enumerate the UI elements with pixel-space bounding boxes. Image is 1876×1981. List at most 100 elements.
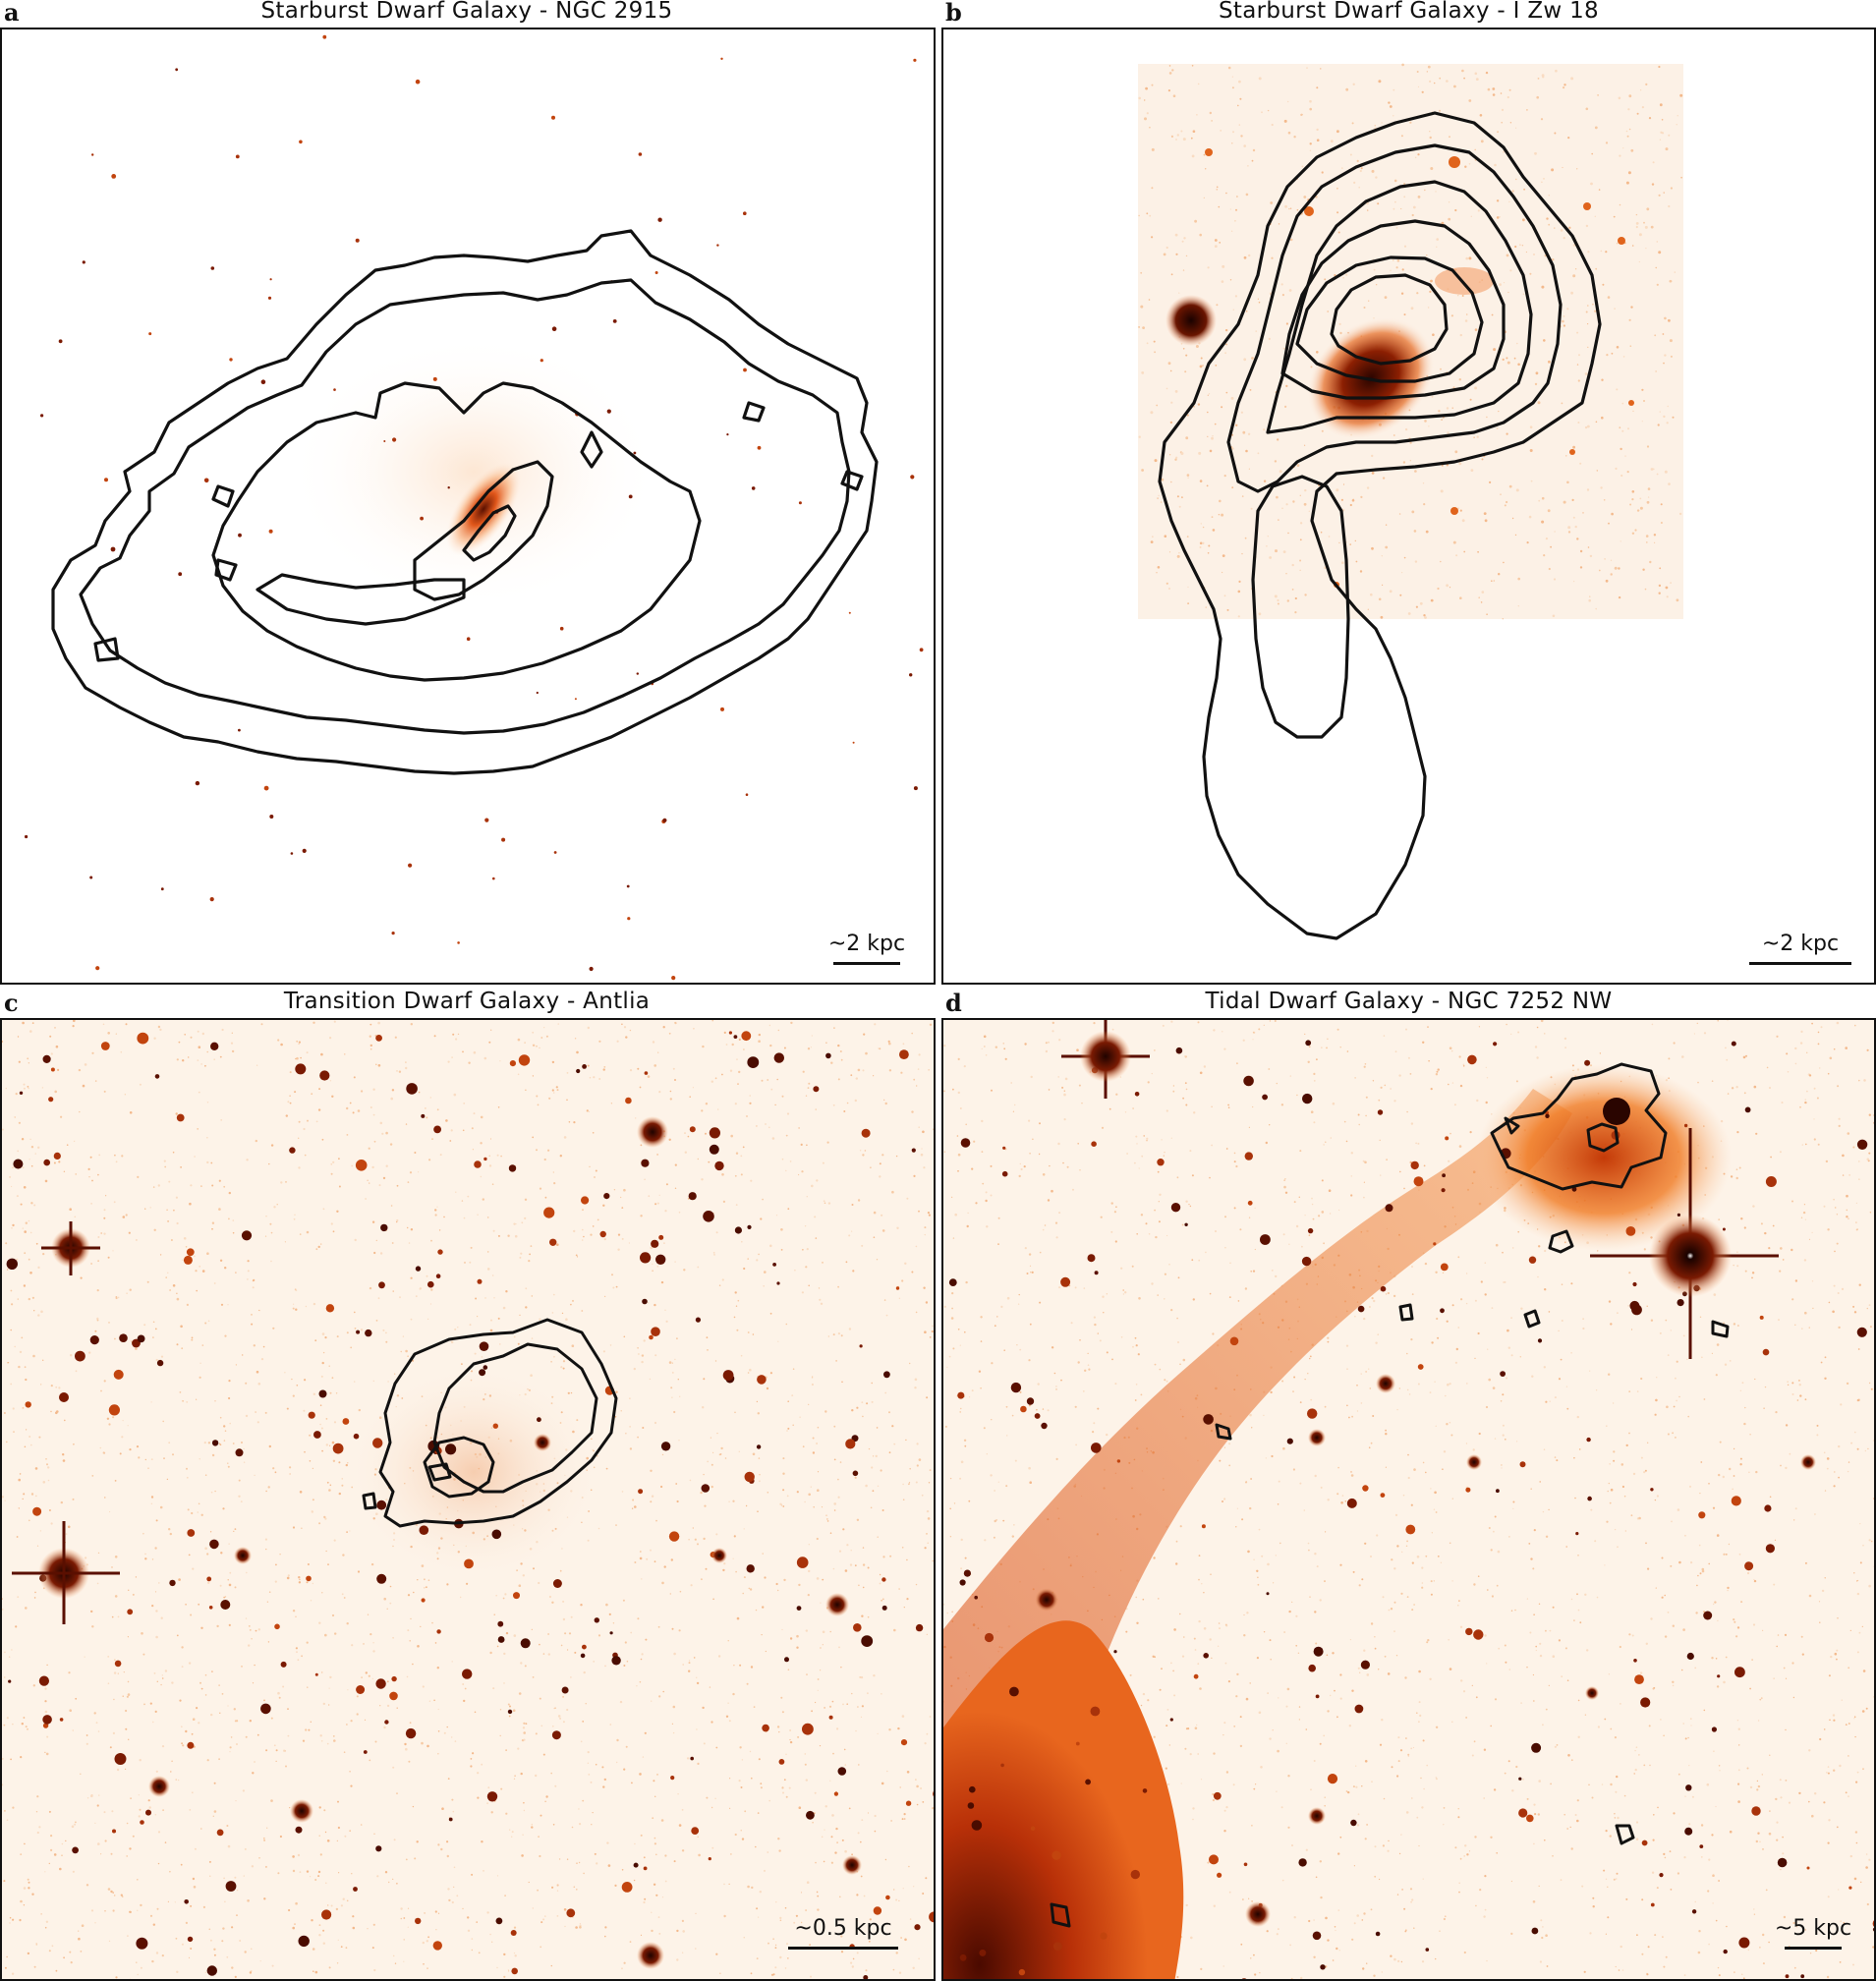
noise-pixel bbox=[394, 1036, 397, 1039]
noise-pixel bbox=[1653, 1814, 1655, 1816]
noise-pixel bbox=[1092, 1431, 1095, 1434]
noise-pixel bbox=[1616, 346, 1620, 349]
noise-pixel bbox=[1138, 96, 1141, 100]
noise-pixel bbox=[350, 1346, 353, 1349]
noise-pixel bbox=[820, 1602, 822, 1604]
noise-pixel bbox=[1403, 183, 1406, 185]
noise-pixel bbox=[1216, 189, 1219, 191]
noise-pixel bbox=[392, 1954, 395, 1957]
noise-pixel bbox=[1110, 1230, 1113, 1233]
noise-pixel bbox=[164, 1841, 167, 1843]
noise-pixel bbox=[1324, 1405, 1327, 1408]
noise-pixel bbox=[927, 1517, 931, 1520]
noise-pixel bbox=[892, 1968, 895, 1971]
noise-pixel bbox=[198, 1502, 200, 1505]
noise-pixel bbox=[1615, 467, 1618, 470]
noise-pixel bbox=[1727, 1093, 1730, 1095]
star bbox=[518, 1054, 531, 1066]
noise-pixel bbox=[767, 1492, 769, 1494]
noise-pixel bbox=[547, 1633, 549, 1635]
noise-pixel bbox=[1552, 614, 1556, 618]
noise-pixel bbox=[1739, 1463, 1742, 1466]
noise-pixel bbox=[1651, 1023, 1654, 1026]
noise-pixel bbox=[654, 1421, 657, 1425]
noise-pixel bbox=[782, 1457, 785, 1460]
noise-pixel bbox=[1728, 1543, 1731, 1546]
noise-pixel bbox=[1299, 522, 1303, 525]
noise-pixel bbox=[1176, 495, 1179, 498]
noise-pixel bbox=[806, 1144, 808, 1147]
noise-pixel bbox=[259, 1960, 261, 1962]
noise-pixel bbox=[705, 1132, 707, 1135]
noise-pixel bbox=[112, 1892, 114, 1894]
noise-pixel bbox=[1437, 1556, 1440, 1557]
noise-pixel bbox=[756, 1907, 759, 1910]
noise-pixel bbox=[1278, 1480, 1280, 1483]
noise-pixel bbox=[159, 1254, 162, 1256]
noise-pixel bbox=[50, 1848, 53, 1851]
noise-pixel bbox=[129, 1288, 132, 1291]
noise-pixel bbox=[886, 1770, 888, 1773]
noise-pixel bbox=[1396, 259, 1400, 262]
star bbox=[295, 1826, 303, 1834]
star bbox=[914, 1924, 921, 1931]
noise-pixel bbox=[863, 1895, 866, 1897]
noise-pixel bbox=[1371, 546, 1374, 550]
noise-pixel bbox=[1212, 435, 1214, 437]
noise-pixel bbox=[539, 1643, 540, 1646]
noise-pixel bbox=[1070, 1322, 1073, 1325]
noise-pixel bbox=[391, 1089, 395, 1092]
noise-pixel bbox=[1661, 1596, 1664, 1599]
noise-pixel bbox=[169, 1289, 172, 1291]
noise-pixel bbox=[843, 1748, 846, 1751]
noise-pixel bbox=[286, 1576, 290, 1580]
noise-pixel bbox=[489, 1651, 492, 1655]
noise-pixel bbox=[1207, 411, 1209, 414]
noise-pixel bbox=[650, 1549, 652, 1552]
noise-pixel bbox=[1434, 1491, 1437, 1495]
noise-pixel bbox=[856, 1952, 859, 1954]
star bbox=[356, 1330, 361, 1334]
noise-pixel bbox=[697, 1266, 700, 1269]
noise-pixel bbox=[1385, 1429, 1387, 1432]
noise-pixel bbox=[1284, 204, 1287, 208]
noise-pixel bbox=[1252, 1105, 1254, 1108]
noise-pixel bbox=[235, 1272, 237, 1274]
noise-pixel bbox=[1501, 108, 1505, 111]
noise-pixel bbox=[309, 1460, 312, 1462]
noise-pixel bbox=[777, 1589, 779, 1592]
noise-pixel bbox=[788, 1786, 791, 1789]
noise-pixel bbox=[715, 1533, 718, 1536]
noise-pixel bbox=[617, 1248, 620, 1251]
noise-pixel bbox=[662, 1690, 664, 1693]
noise-pixel bbox=[18, 1121, 21, 1124]
noise-pixel bbox=[1459, 596, 1462, 599]
noise-pixel bbox=[74, 1823, 77, 1826]
noise-pixel bbox=[640, 1934, 643, 1936]
noise-pixel bbox=[324, 1336, 327, 1339]
noise-pixel bbox=[565, 1318, 568, 1321]
star bbox=[108, 1404, 120, 1416]
noise-pixel bbox=[28, 1087, 29, 1090]
noise-pixel bbox=[559, 1717, 562, 1720]
noise-pixel bbox=[229, 1571, 232, 1574]
noise-pixel bbox=[173, 1209, 175, 1212]
noise-pixel bbox=[1174, 233, 1178, 237]
noise-pixel bbox=[881, 1600, 882, 1602]
noise-pixel bbox=[86, 1797, 89, 1799]
noise-pixel bbox=[1400, 292, 1404, 295]
noise-pixel bbox=[338, 1461, 341, 1464]
noise-pixel bbox=[864, 1150, 867, 1152]
noise-pixel bbox=[518, 1584, 522, 1587]
noise-pixel bbox=[1235, 208, 1237, 211]
noise-pixel bbox=[447, 1888, 450, 1891]
noise-pixel bbox=[1570, 1847, 1573, 1850]
noise-pixel bbox=[3, 1880, 6, 1883]
noise-pixel bbox=[1149, 214, 1152, 217]
noise-pixel bbox=[519, 1314, 521, 1316]
noise-pixel bbox=[519, 1256, 522, 1259]
noise-pixel bbox=[652, 1041, 655, 1044]
noise-pixel bbox=[1855, 1221, 1857, 1223]
noise-pixel bbox=[4, 1412, 6, 1414]
noise-pixel bbox=[1446, 80, 1449, 83]
